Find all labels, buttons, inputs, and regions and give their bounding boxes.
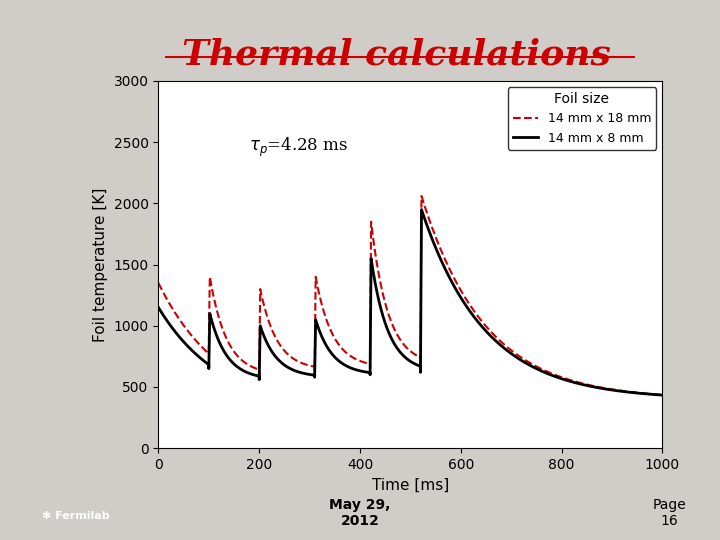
Line: 14 mm x 8 mm: 14 mm x 8 mm: [158, 210, 662, 395]
Line: 14 mm x 18 mm: 14 mm x 18 mm: [158, 196, 662, 395]
14 mm x 18 mm: [154, 280, 163, 286]
14 mm x 18 mm: [417, 193, 426, 199]
14 mm x 8 mm: [240, 368, 248, 374]
14 mm x 8 mm: [214, 336, 222, 342]
14 mm x 18 mm: [294, 359, 303, 365]
14 mm x 8 mm: [658, 392, 667, 399]
X-axis label: Time [ms]: Time [ms]: [372, 477, 449, 492]
14 mm x 8 mm: [177, 336, 186, 342]
14 mm x 18 mm: [214, 312, 222, 318]
14 mm x 8 mm: [242, 369, 251, 375]
Text: ✱ Fermilab: ✱ Fermilab: [42, 511, 109, 521]
14 mm x 18 mm: [401, 343, 410, 349]
14 mm x 8 mm: [401, 354, 410, 361]
14 mm x 18 mm: [242, 360, 251, 367]
14 mm x 8 mm: [294, 369, 303, 375]
14 mm x 8 mm: [417, 206, 426, 213]
Text: May 29,
2012: May 29, 2012: [329, 498, 391, 528]
14 mm x 18 mm: [240, 359, 248, 365]
Text: Page
16: Page 16: [653, 498, 686, 528]
14 mm x 18 mm: [658, 392, 667, 398]
Text: $\tau_p$=4.28 ms: $\tau_p$=4.28 ms: [249, 136, 348, 159]
14 mm x 18 mm: [177, 319, 186, 326]
14 mm x 8 mm: [154, 304, 163, 310]
Y-axis label: Foil temperature [K]: Foil temperature [K]: [93, 187, 108, 342]
Text: Thermal calculations: Thermal calculations: [181, 38, 611, 72]
Legend: 14 mm x 18 mm, 14 mm x 8 mm: 14 mm x 18 mm, 14 mm x 8 mm: [508, 87, 656, 150]
